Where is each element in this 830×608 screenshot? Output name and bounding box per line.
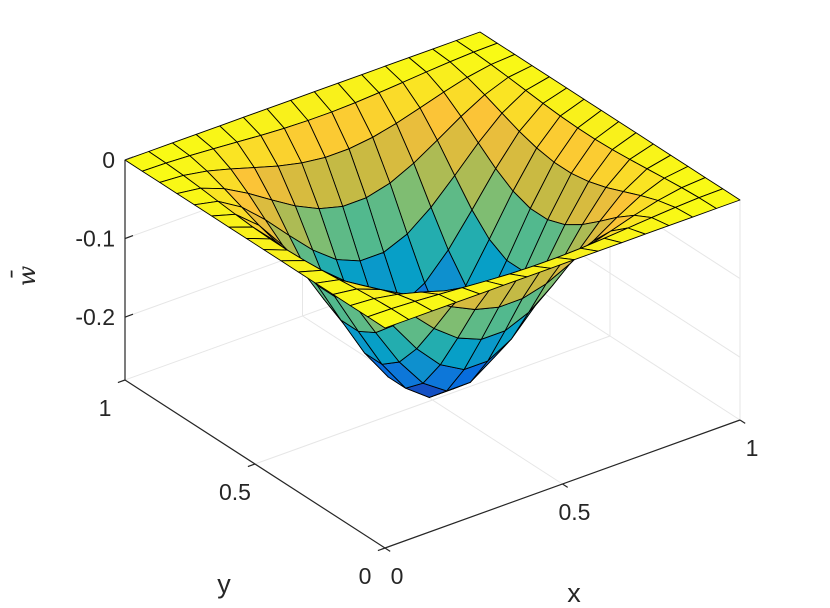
z-tick — [124, 156, 134, 161]
y-tick-label: 0 — [359, 563, 372, 589]
z-axis-label: w ¯ — [7, 265, 41, 286]
y-tick — [117, 379, 126, 384]
z-tick-label: -0.1 — [75, 226, 115, 252]
x-tick-label: 0 — [391, 563, 404, 589]
z-axis-label-text: w — [13, 265, 41, 286]
tick-labels: 0 0.5 1 0 0.5 1 0 -0.1 -0.2 — [75, 147, 758, 589]
y-axis-label: y — [217, 569, 231, 599]
z-tick — [124, 313, 134, 318]
z-tick-label: -0.2 — [75, 304, 115, 330]
grid-line-floor-y — [254, 335, 611, 465]
axis-ticks — [117, 156, 746, 552]
y-tick-label: 1 — [99, 395, 112, 421]
surface-patch — [367, 308, 410, 329]
x-tick — [384, 547, 391, 552]
y-tick-label: 0.5 — [219, 479, 251, 505]
x-tick — [739, 419, 746, 424]
z-tick-label: 0 — [102, 147, 115, 173]
z-tick — [124, 235, 134, 240]
x-tick-label: 0.5 — [559, 499, 591, 525]
surface-mesh — [124, 31, 741, 398]
y-tick — [247, 463, 256, 468]
x-tick-label: 1 — [746, 435, 759, 461]
x-tick — [562, 483, 569, 488]
x-axis-label: x — [567, 578, 581, 608]
y-tick — [377, 547, 386, 552]
z-axis-label-accent: ¯ — [7, 270, 35, 282]
